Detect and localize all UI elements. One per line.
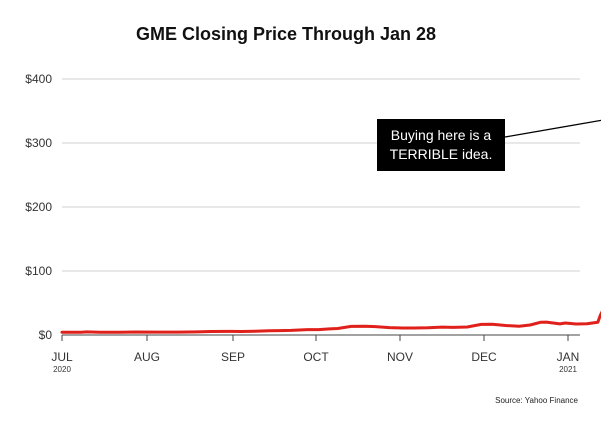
- grid: [62, 78, 580, 336]
- y-tick-label: $100: [25, 264, 52, 278]
- annotation: Buying here is a TERRIBLE idea.: [377, 119, 601, 171]
- y-tick-label: $200: [25, 200, 52, 214]
- annotation-line-2: TERRIBLE idea.: [390, 146, 493, 162]
- chart-title: GME Closing Price Through Jan 28: [136, 24, 436, 44]
- y-tick-label: $400: [25, 72, 52, 86]
- source-note: Source: Yahoo Finance: [495, 396, 578, 405]
- x-tick-label: JUL: [51, 350, 73, 364]
- annotation-line-1: Buying here is a: [391, 127, 492, 143]
- price-line: [60, 310, 601, 334]
- annotation-arrow: [504, 119, 601, 138]
- series: [60, 310, 601, 334]
- x-tick-year-label: 2020: [53, 365, 71, 374]
- x-tick-label: OCT: [303, 350, 329, 364]
- x-tick-label: JAN: [557, 350, 580, 364]
- x-tick-label: DEC: [471, 350, 497, 364]
- x-tick-label: SEP: [221, 350, 245, 364]
- annotation-box: [377, 119, 505, 171]
- x-tick-label: AUG: [134, 350, 160, 364]
- x-tick-year-label: 2021: [559, 365, 577, 374]
- y-axis: $0 $100 $200 $300 $400: [25, 72, 52, 342]
- y-tick-label: $300: [25, 136, 52, 150]
- x-tick-label: NOV: [387, 350, 413, 364]
- y-tick-label: $0: [39, 328, 53, 342]
